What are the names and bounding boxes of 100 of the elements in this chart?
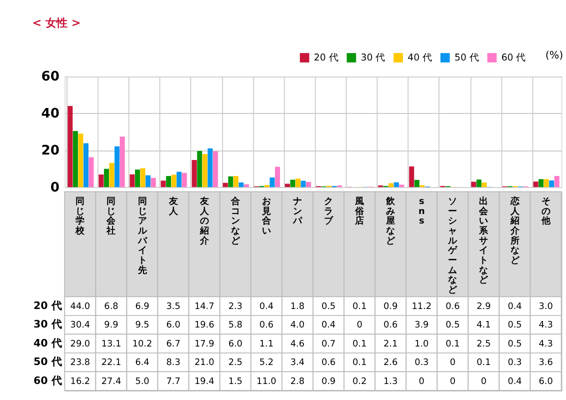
data-label: 5.2: [259, 358, 274, 368]
x-tick-label: 合コンなど: [230, 196, 241, 246]
legend-label: 20 代: [314, 52, 338, 64]
data-label: 17.9: [194, 339, 215, 350]
data-label: 27.4: [101, 376, 122, 387]
text: 50 代: [33, 356, 62, 368]
legend-label: 30 代: [360, 52, 385, 64]
data-label: 6.4: [135, 358, 150, 368]
data-label: 3.4: [290, 358, 305, 368]
data-label: 2.3: [228, 302, 242, 312]
data-label: 19.4: [194, 376, 215, 387]
data-label: 7.7: [166, 376, 180, 387]
data-label: 1.1: [259, 339, 274, 350]
data-label: 0.1: [352, 339, 367, 350]
text: 20 代: [33, 300, 62, 312]
data-label: 3.6: [538, 358, 554, 368]
data-label: 0.6: [384, 320, 398, 331]
legend-label: 50 代: [454, 52, 478, 64]
data-label: 44.0: [70, 302, 90, 312]
data-label: 3.0: [538, 302, 554, 312]
data-label: 2.5: [476, 339, 491, 350]
data-label: 10.2: [132, 339, 152, 350]
data-label: 4.3: [538, 339, 553, 350]
data-label: 19.6: [194, 320, 215, 331]
x-tick-label: お見合い: [260, 196, 272, 236]
data-label: 0.5: [508, 320, 522, 331]
data-label: 22.1: [101, 358, 122, 368]
data-label: 0.4: [508, 376, 522, 387]
data-label: 5.8: [228, 320, 243, 331]
x-tick-label: 友人の紹介: [198, 196, 210, 246]
data-label: 0.1: [352, 302, 367, 312]
data-label: 1.3: [384, 376, 398, 387]
y-tick-label: 40: [41, 106, 60, 122]
text: 40 代: [33, 337, 62, 350]
data-label: 2.5: [228, 358, 242, 368]
data-label: 6.0: [538, 376, 554, 387]
data-label: 0.2: [352, 376, 367, 387]
data-label: 0: [356, 320, 363, 331]
x-tick-label: 同じアルバイト先: [136, 196, 148, 276]
data-label: 14.7: [194, 302, 214, 312]
data-label: 0.1: [352, 358, 367, 368]
data-label: 5.0: [135, 376, 150, 387]
y-tick-label: 0: [50, 180, 60, 196]
data-label: 6.7: [166, 339, 180, 350]
data-label: 0: [418, 376, 425, 387]
data-label: 0.4: [508, 302, 522, 312]
text: (%): [545, 50, 564, 62]
x-tick-label: クラブ: [324, 196, 334, 227]
data-label: 21.0: [194, 358, 215, 368]
x-tick-label: 飲み屋など: [385, 196, 396, 246]
data-label: 13.1: [101, 339, 122, 350]
category-label: 出会い系サイトなど: [479, 196, 488, 286]
data-label: 0.1: [476, 358, 491, 368]
data-label: 0.9: [321, 376, 336, 387]
legend-label: 60 代: [501, 52, 526, 64]
data-label: 2.6: [384, 358, 398, 368]
data-label: 4.1: [476, 320, 491, 331]
text: 30 代: [33, 318, 62, 331]
data-label: 2.1: [384, 339, 398, 350]
x-tick-label: 同じ会社: [106, 196, 117, 236]
data-label: 0.3: [414, 358, 429, 368]
data-label: 0.3: [508, 358, 522, 368]
y-tick-label: 60: [41, 70, 60, 85]
data-label: 0.5: [446, 320, 460, 331]
text: 60 代: [33, 374, 62, 387]
data-label: 2.9: [476, 302, 492, 312]
data-label: 0.4: [259, 302, 274, 312]
x-tick-label: 同じ学校: [74, 196, 86, 236]
data-label: 30.4: [70, 320, 90, 331]
data-label: 9.9: [104, 320, 119, 331]
category-label: ソーシャルゲームなど: [448, 196, 458, 296]
data-label: 11.0: [256, 376, 277, 387]
x-tick-label: sns: [418, 196, 425, 227]
data-label: 2.8: [290, 376, 305, 387]
data-label: 16.2: [70, 376, 90, 387]
data-label: 4.6: [290, 339, 305, 350]
legend-label: 40 代: [408, 52, 432, 64]
data-label: 6.8: [104, 302, 119, 312]
data-label: 11.2: [412, 302, 432, 312]
data-label: 0.7: [321, 339, 336, 350]
x-tick-label: 恋人紹介所など: [509, 196, 520, 266]
data-label: 0.5: [321, 302, 336, 312]
data-label: 0.4: [321, 320, 336, 331]
data-label: 4.0: [290, 320, 305, 331]
data-label: 6.9: [135, 302, 150, 312]
data-label: 6.0: [228, 339, 243, 350]
data-label: 6.0: [166, 320, 181, 331]
data-label: 8.3: [166, 358, 180, 368]
data-label: 3.5: [166, 302, 180, 312]
data-label: 0.1: [446, 339, 460, 350]
data-label: 3.9: [414, 320, 430, 331]
data-label: 23.8: [70, 358, 90, 368]
data-label: 0: [450, 358, 456, 368]
data-label: 4.3: [538, 320, 553, 331]
data-label: 0.9: [384, 302, 398, 312]
data-label: 9.5: [135, 320, 150, 331]
y-tick-label: 20: [41, 143, 60, 158]
data-label: 0: [450, 376, 456, 387]
x-tick-label: 風俗店: [354, 196, 366, 227]
x-tick-label: 友人: [168, 196, 179, 217]
